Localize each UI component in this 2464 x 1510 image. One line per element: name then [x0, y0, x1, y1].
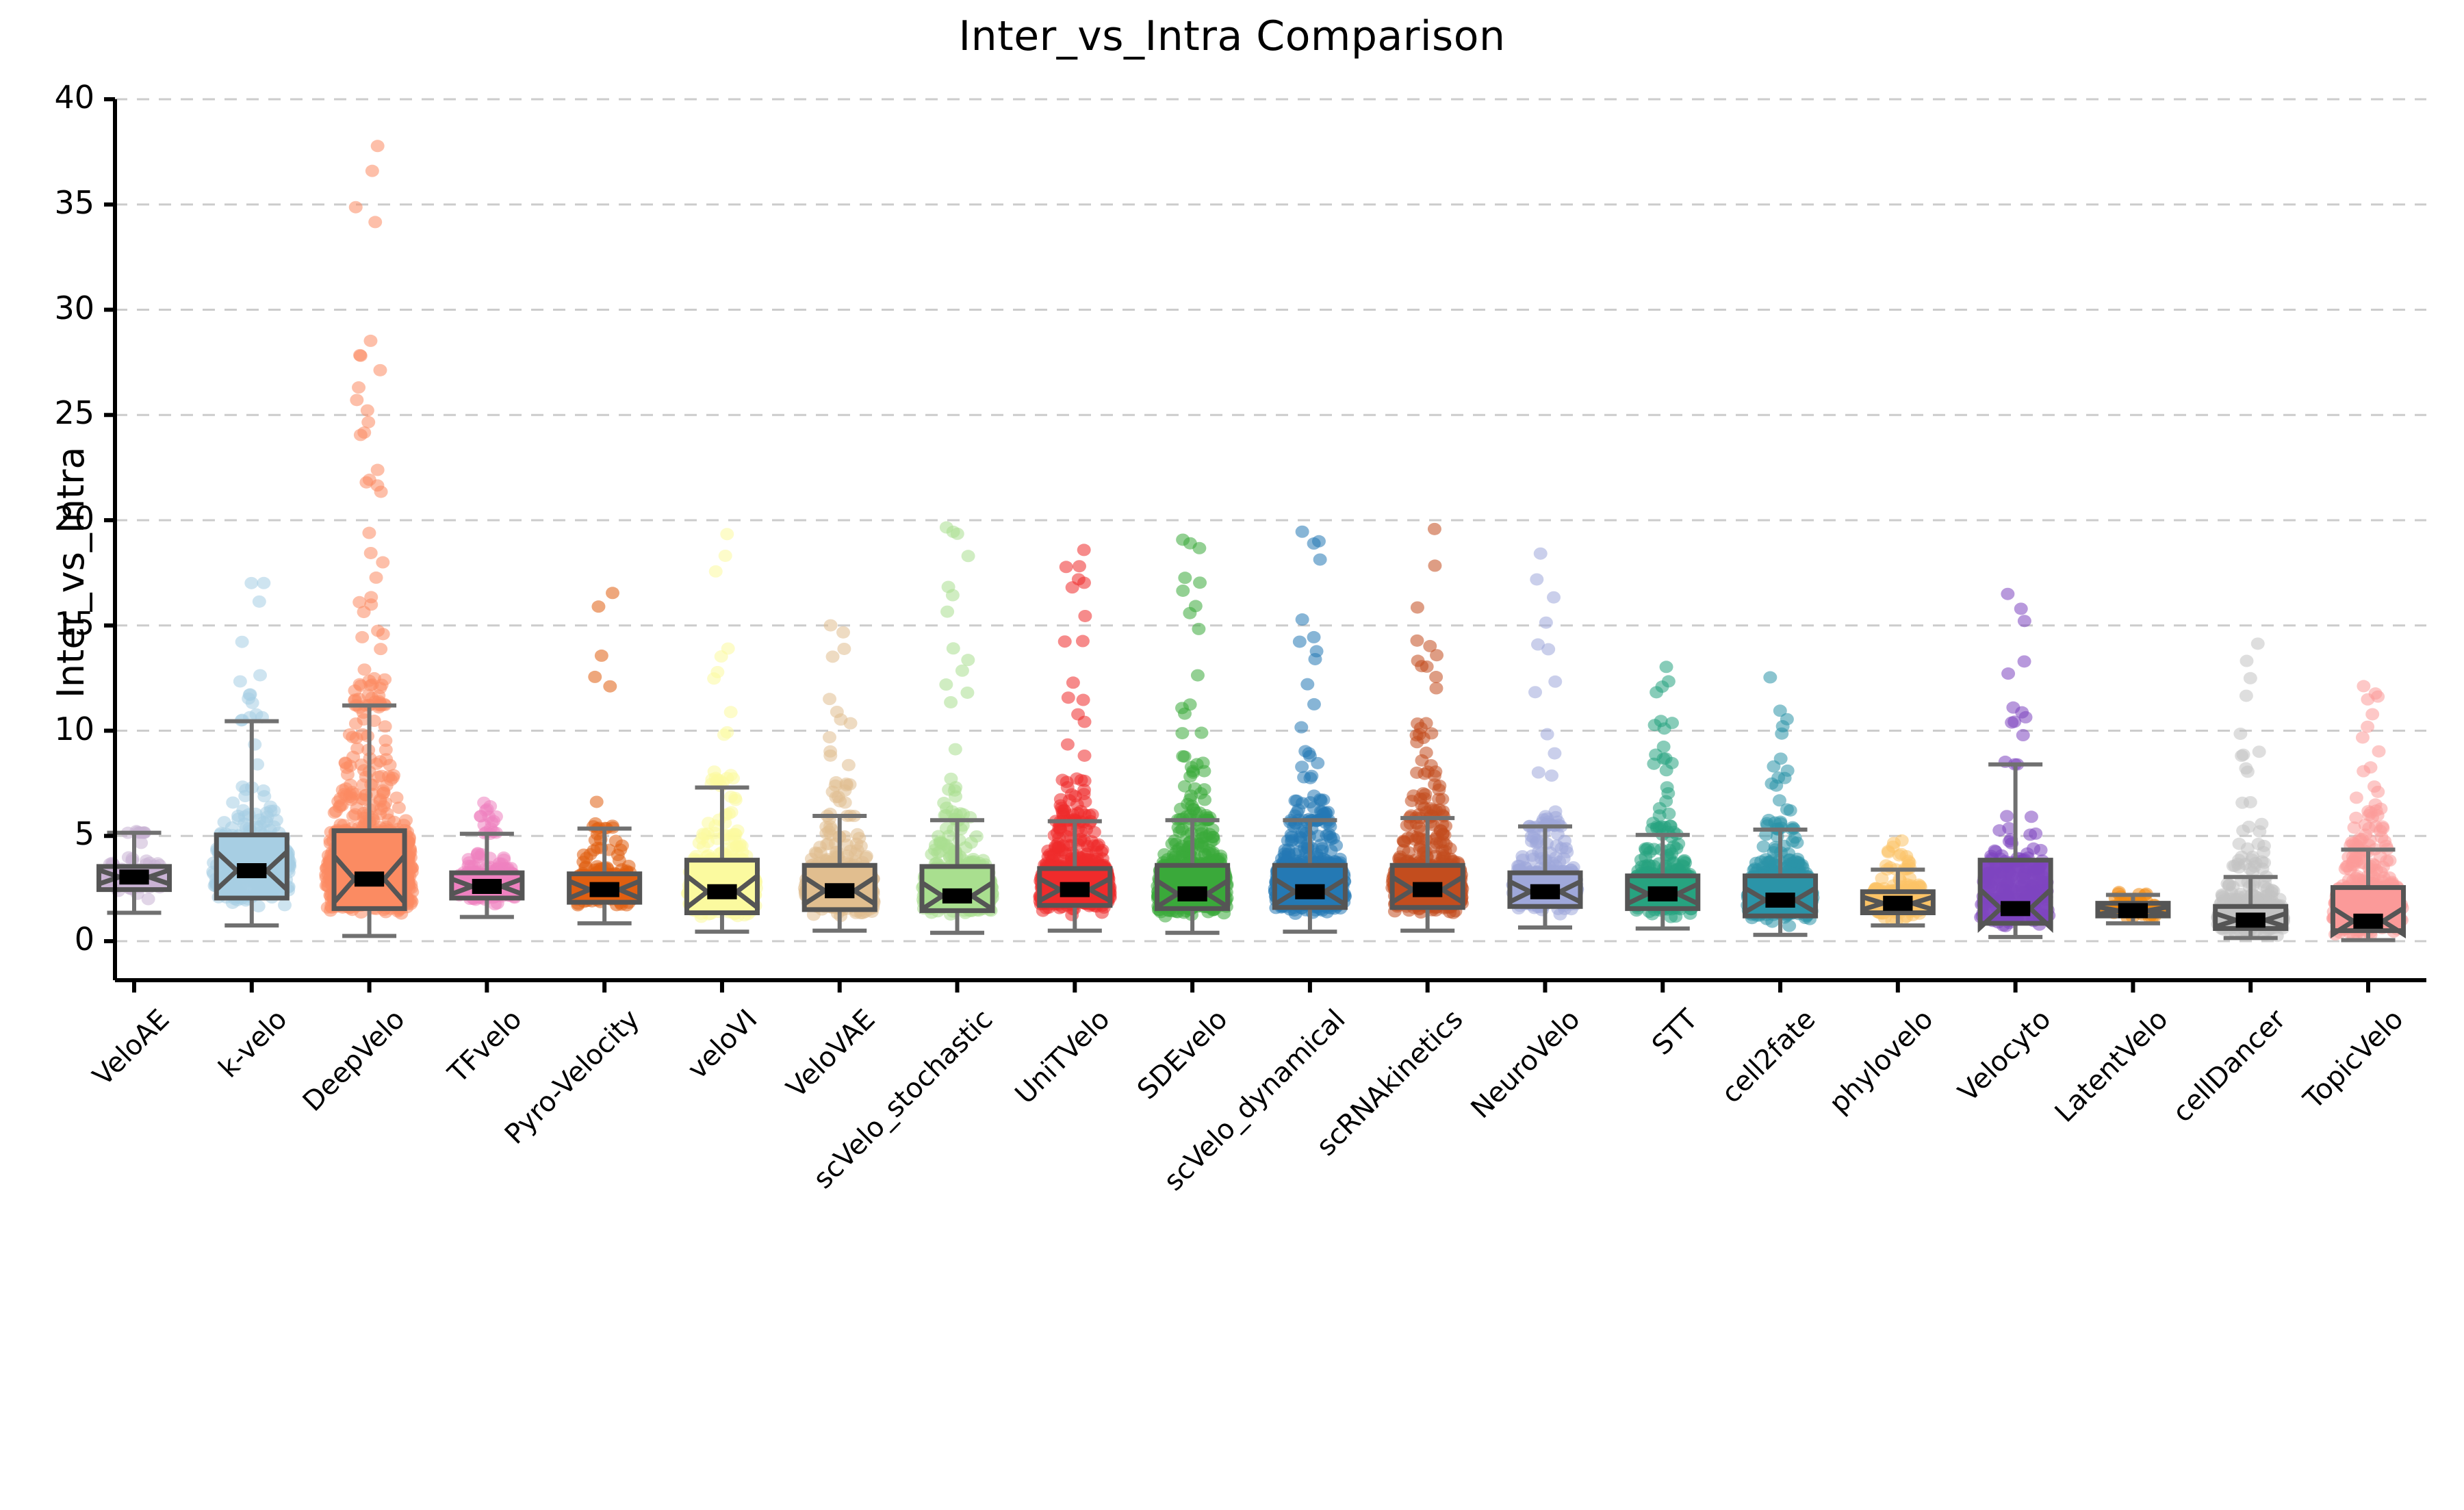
y-tick-label: 35 — [12, 184, 94, 221]
box-group — [206, 577, 296, 925]
box-group — [319, 140, 419, 936]
y-tick-label: 5 — [12, 815, 94, 852]
y-tick-label: 40 — [12, 79, 94, 116]
box-group — [1033, 543, 1116, 930]
box-group — [916, 522, 999, 933]
box-group — [99, 825, 170, 912]
box-group — [1385, 523, 1469, 931]
y-tick-label: 0 — [12, 921, 94, 958]
box-group — [2326, 680, 2409, 941]
y-tick-label: 10 — [12, 711, 94, 747]
box-group — [1862, 834, 1933, 927]
box-group — [2211, 637, 2290, 942]
box-group — [1626, 661, 1699, 928]
box-group — [1974, 588, 2055, 937]
box-group — [1151, 533, 1233, 932]
box-group — [798, 619, 881, 931]
box-group — [1268, 526, 1352, 932]
box-group — [2098, 886, 2168, 924]
box-group — [1506, 548, 1584, 927]
box-group — [567, 587, 642, 923]
y-tick-label: 25 — [12, 394, 94, 431]
y-axis-title: Inter_vs_Intra — [49, 447, 92, 698]
y-tick-label: 30 — [12, 290, 94, 327]
box-group — [451, 797, 524, 917]
box-group — [1741, 671, 1819, 935]
